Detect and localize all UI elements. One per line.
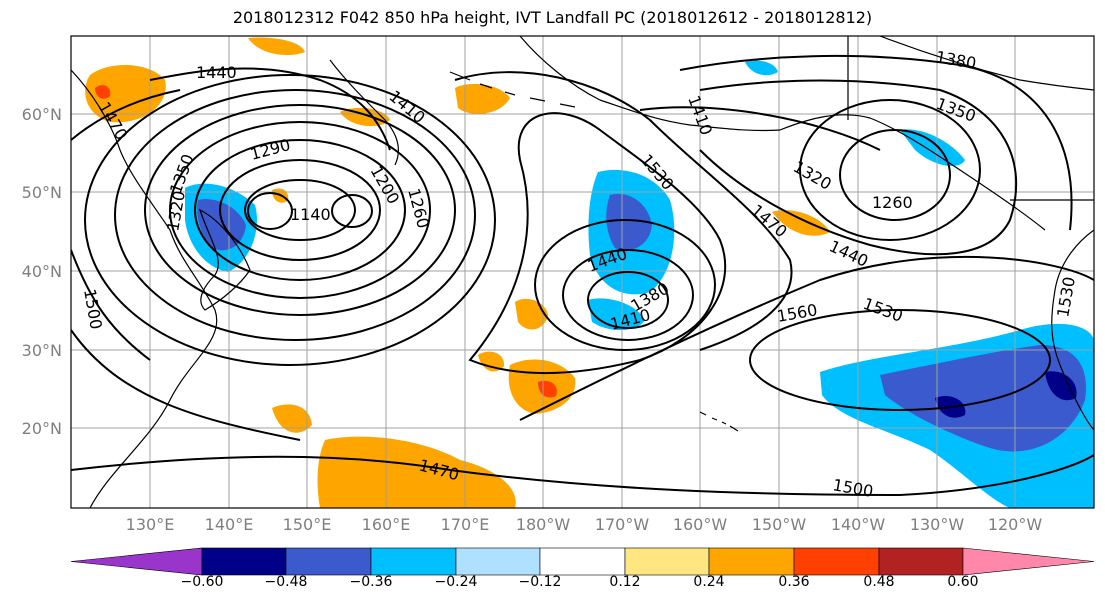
colorbar-tick-labels: −0.60 −0.48 −0.36 −0.24 −0.12 0.12 0.24 …: [181, 574, 979, 590]
colorbar-tick-label: 0.48: [863, 574, 894, 590]
positive-anomaly-patch: [772, 210, 830, 236]
lon-label: 120°W: [988, 515, 1043, 534]
height-contours: [71, 54, 1094, 497]
colorbar-tick-label: 0.12: [609, 574, 640, 590]
colorbar-segment: [878, 547, 964, 576]
extreme-negative-patch: [1045, 371, 1077, 401]
contour-label: 1440: [196, 63, 237, 82]
lon-label: 150°W: [752, 515, 807, 534]
colorbar-segment: [793, 547, 880, 576]
positive-anomaly-patch: [272, 404, 312, 433]
arctic-coast: [879, 36, 1094, 91]
positive-anomaly-patch: [317, 436, 516, 508]
canada-border: [847, 36, 1094, 201]
alaska-coast: [519, 36, 1046, 231]
colorbar-extend-high: [962, 547, 1095, 576]
contour-label: 1140: [290, 205, 331, 224]
lat-label: 30°N: [22, 341, 62, 360]
contour-label: 1260: [872, 193, 913, 212]
lat-label: 20°N: [22, 419, 62, 438]
strong-negative-patch: [606, 193, 652, 251]
colorbar-segment: [201, 547, 287, 576]
lat-label: 50°N: [22, 183, 62, 202]
lon-label: 140°W: [831, 515, 886, 534]
asia-coast: [71, 69, 218, 508]
colorbar-tick-label: 0.60: [947, 574, 978, 590]
colorbar-segment: [285, 547, 372, 576]
positive-anomaly-patch: [455, 83, 510, 114]
lon-label: 160°W: [673, 515, 728, 534]
colorbar-segment: [539, 547, 626, 576]
ivt-shading: [85, 37, 1094, 508]
positive-anomaly-patch: [85, 64, 166, 123]
lon-label: 160°E: [362, 515, 411, 534]
colorbar: −0.60 −0.48 −0.36 −0.24 −0.12 0.12 0.24 …: [70, 547, 1095, 590]
coastlines: [71, 36, 1094, 508]
longitude-labels: 130°E 140°E 150°E 160°E 170°E 180°W 170°…: [126, 515, 1043, 534]
north-america-coast: [1051, 229, 1094, 431]
lon-label: 140°E: [205, 515, 254, 534]
colorbar-segments: [70, 547, 1095, 576]
lon-label: 130°W: [910, 515, 965, 534]
colorbar-segment: [455, 547, 541, 576]
negative-anomaly-patch: [900, 129, 965, 166]
colorbar-segment: [708, 547, 795, 576]
colorbar-tick-label: −0.12: [519, 574, 562, 590]
colorbar-segment: [370, 547, 457, 576]
colorbar-tick-label: 0.24: [693, 574, 724, 590]
kamchatka-coast: [329, 59, 399, 166]
aleutian-islands: [449, 71, 576, 108]
colorbar-tick-label: 0.36: [778, 574, 809, 590]
lon-label: 130°E: [126, 515, 175, 534]
map-plot-area: 1440 1470 1410 1350 1290 1320 1140 1200 …: [71, 36, 1094, 508]
lat-label: 40°N: [22, 262, 62, 281]
latitude-labels: 60°N 50°N 40°N 30°N 20°N: [22, 105, 62, 438]
colorbar-tick-label: −0.60: [181, 574, 224, 590]
strong-positive-patch: [95, 85, 111, 99]
lon-label: 180°W: [516, 515, 571, 534]
japan-coast: [198, 208, 251, 311]
colorbar-extend-low: [70, 547, 203, 576]
lon-label: 170°W: [595, 515, 650, 534]
hawaii-islands: [699, 411, 739, 432]
lon-label: 150°E: [283, 515, 332, 534]
strong-negative-patch: [880, 345, 1086, 452]
lat-label: 60°N: [22, 105, 62, 124]
map-title: 2018012312 F042 850 hPa height, IVT Land…: [232, 8, 873, 27]
colorbar-segment: [624, 547, 710, 576]
colorbar-tick-label: −0.36: [350, 574, 393, 590]
colorbar-tick-label: −0.48: [265, 574, 308, 590]
positive-anomaly-patch: [745, 60, 778, 76]
colorbar-tick-label: −0.24: [435, 574, 478, 590]
positive-anomaly-patch: [478, 351, 505, 372]
map-frame: [70, 35, 1095, 509]
positive-anomaly-patch: [248, 37, 305, 56]
lon-label: 170°E: [441, 515, 490, 534]
